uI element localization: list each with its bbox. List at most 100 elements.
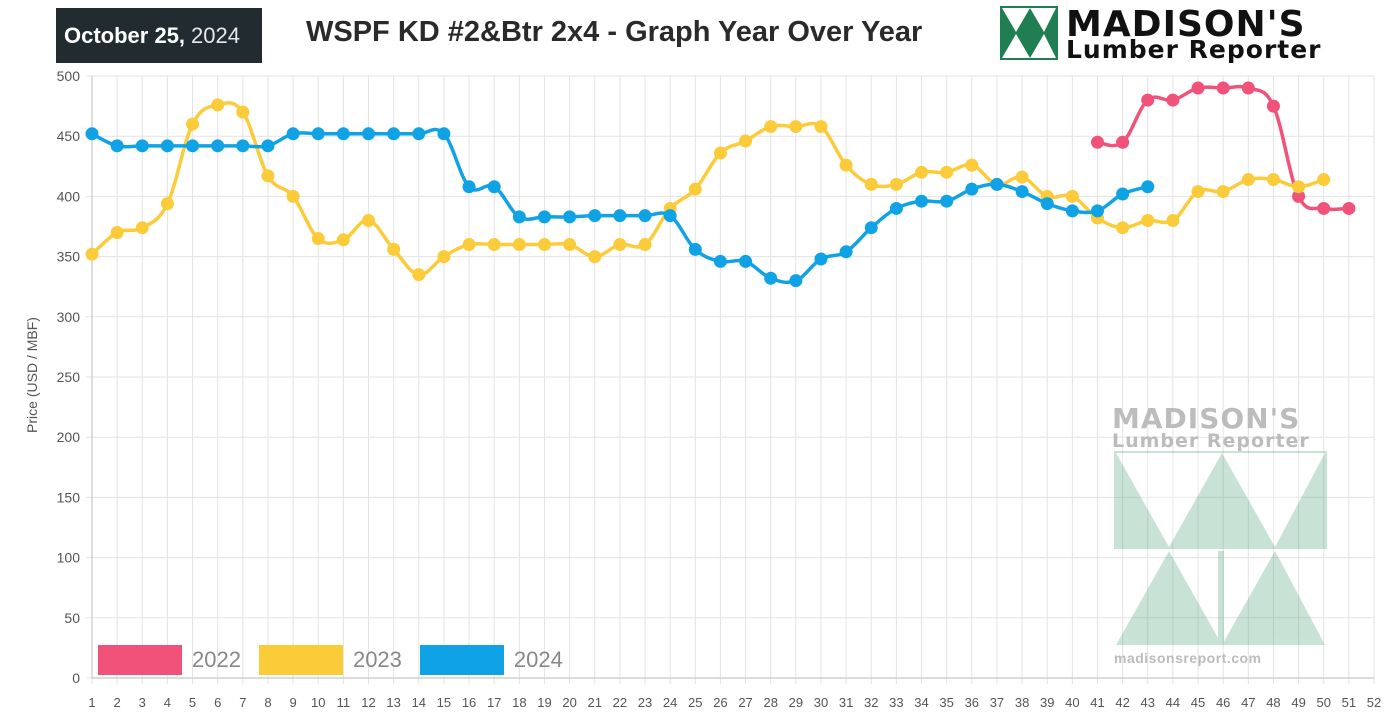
watermark-url: madisonsreport.com xyxy=(1114,650,1262,666)
x-tick-label: 39 xyxy=(1040,695,1054,710)
data-point-2024 xyxy=(1040,197,1054,211)
x-tick-label: 17 xyxy=(487,695,501,710)
data-point-2024 xyxy=(160,139,174,153)
watermark: MADISON'S Lumber Reporter madisonsreport… xyxy=(1112,402,1330,672)
x-tick-label: 5 xyxy=(189,695,196,710)
x-tick-label: 14 xyxy=(412,695,426,710)
x-tick-label: 11 xyxy=(337,695,351,710)
data-point-2023 xyxy=(764,120,778,134)
y-tick-label: 400 xyxy=(57,188,81,204)
x-tick-label: 28 xyxy=(763,695,777,710)
x-tick-label: 6 xyxy=(214,695,221,710)
data-point-2023 xyxy=(236,105,250,119)
x-tick-label: 9 xyxy=(289,695,296,710)
data-point-2024 xyxy=(437,127,451,141)
x-tick-label: 37 xyxy=(990,695,1004,710)
data-point-2024 xyxy=(814,252,828,266)
data-point-2023 xyxy=(487,238,501,252)
data-point-2022 xyxy=(1317,201,1331,215)
y-tick-label: 200 xyxy=(57,429,81,445)
data-point-2023 xyxy=(814,120,828,134)
legend-item-2022[interactable]: 2022 xyxy=(98,645,241,675)
data-point-2023 xyxy=(211,98,225,112)
logo-line1: MADISON'S xyxy=(1066,4,1306,45)
data-point-2022 xyxy=(1116,135,1130,149)
x-tick-label: 36 xyxy=(965,695,979,710)
x-tick-label: 45 xyxy=(1191,695,1205,710)
data-point-2022 xyxy=(1342,201,1356,215)
x-tick-label: 52 xyxy=(1367,695,1381,710)
series-2023 xyxy=(85,98,1331,282)
madisons-logo: MADISON'S Lumber Reporter xyxy=(1000,4,1385,64)
y-tick-label: 350 xyxy=(57,249,81,265)
x-tick-label: 19 xyxy=(537,695,551,710)
data-point-2023 xyxy=(537,238,551,252)
watermark-line2: Lumber Reporter xyxy=(1112,430,1310,452)
data-point-2024 xyxy=(110,139,124,153)
data-point-2023 xyxy=(412,268,426,282)
x-tick-label: 27 xyxy=(738,695,752,710)
data-point-2024 xyxy=(965,182,979,196)
y-tick-label: 450 xyxy=(57,128,81,144)
legend-label-2023: 2023 xyxy=(352,647,402,672)
data-point-2022 xyxy=(1141,93,1155,107)
data-point-2023 xyxy=(713,146,727,160)
x-tick-label: 31 xyxy=(839,695,853,710)
x-tick-label: 44 xyxy=(1166,695,1180,710)
grid-lines xyxy=(86,75,1375,684)
data-point-2024 xyxy=(990,177,1004,191)
y-tick-label: 150 xyxy=(57,489,81,505)
data-point-2023 xyxy=(1216,185,1230,199)
data-point-2024 xyxy=(764,271,778,285)
x-tick-label: 1 xyxy=(88,695,95,710)
x-tick-label: 8 xyxy=(264,695,271,710)
x-tick-label: 25 xyxy=(688,695,702,710)
data-point-2024 xyxy=(362,127,376,141)
x-tick-label: 30 xyxy=(814,695,828,710)
data-point-2023 xyxy=(588,250,602,264)
x-tick-label: 47 xyxy=(1241,695,1255,710)
y-tick-label: 0 xyxy=(72,670,80,686)
x-tick-label: 48 xyxy=(1266,695,1280,710)
legend: 2022 2023 2024 xyxy=(98,645,581,675)
x-tick-label: 20 xyxy=(562,695,576,710)
data-point-2024 xyxy=(864,221,878,235)
legend-item-2023[interactable]: 2023 xyxy=(258,645,402,675)
series-2022 xyxy=(1090,81,1356,215)
x-tick-label: 23 xyxy=(638,695,652,710)
data-point-2024 xyxy=(688,242,702,256)
data-point-2024 xyxy=(387,127,401,141)
data-point-2023 xyxy=(1015,170,1029,184)
y-tick-label: 250 xyxy=(57,369,81,385)
data-point-2023 xyxy=(362,213,376,227)
data-point-2022 xyxy=(1191,81,1205,95)
legend-item-2024[interactable]: 2024 xyxy=(419,645,563,675)
data-point-2023 xyxy=(110,226,124,240)
data-point-2022 xyxy=(1090,135,1104,149)
data-point-2023 xyxy=(864,177,878,191)
x-tick-label: 15 xyxy=(437,695,451,710)
x-tick-label: 24 xyxy=(663,695,677,710)
data-point-2023 xyxy=(940,165,954,179)
data-point-2023 xyxy=(512,238,526,252)
x-tick-label: 22 xyxy=(613,695,627,710)
legend-swatch-2023 xyxy=(258,645,343,675)
x-tick-label: 40 xyxy=(1065,695,1079,710)
logo-line2: Lumber Reporter xyxy=(1066,35,1322,64)
data-point-2024 xyxy=(1015,185,1029,199)
y-tick-label: 500 xyxy=(57,68,81,84)
x-tick-label: 16 xyxy=(462,695,476,710)
data-point-2023 xyxy=(387,242,401,256)
data-point-2023 xyxy=(915,165,929,179)
x-tick-label: 51 xyxy=(1342,695,1356,710)
data-point-2022 xyxy=(1166,93,1180,107)
x-tick-label: 26 xyxy=(713,695,727,710)
data-point-2024 xyxy=(940,194,954,208)
series xyxy=(85,81,1356,288)
data-point-2023 xyxy=(1191,185,1205,199)
data-point-2023 xyxy=(1317,173,1331,187)
data-point-2024 xyxy=(311,127,325,141)
y-tick-label: 100 xyxy=(57,550,81,566)
y-tick-label: 50 xyxy=(64,610,80,626)
data-point-2023 xyxy=(613,238,627,252)
